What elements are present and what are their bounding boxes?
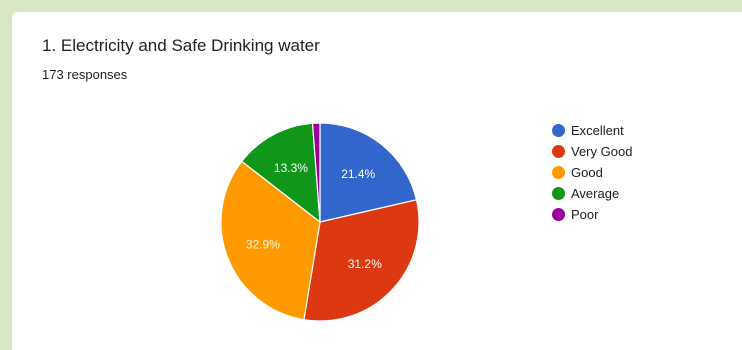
- pie-slice-poor[interactable]: [311, 122, 321, 223]
- legend-swatch: [552, 166, 565, 179]
- legend-item-good[interactable]: Good: [552, 162, 632, 183]
- pie-slice-average[interactable]: [240, 122, 321, 224]
- legend-label: Very Good: [571, 144, 633, 159]
- legend-label: Average: [571, 186, 620, 201]
- legend-label: Good: [571, 165, 603, 180]
- legend-label: Excellent: [571, 123, 624, 138]
- legend-item-average[interactable]: Average: [552, 183, 632, 204]
- legend-label: Poor: [571, 207, 599, 222]
- response-count: 173 responses: [42, 67, 128, 82]
- legend-item-poor[interactable]: Poor: [552, 204, 632, 225]
- pie-chart: 21.4% 31.2% 32.9% 13.3%: [220, 122, 420, 322]
- legend-item-excellent[interactable]: Excellent: [552, 120, 632, 141]
- legend-item-very-good[interactable]: Very Good: [552, 141, 632, 162]
- question-title: 1. Electricity and Safe Drinking water: [42, 36, 320, 55]
- pie-label-very-good: 31.2%: [348, 257, 382, 271]
- pie-slice-excellent[interactable]: [319, 122, 418, 223]
- pie-slice-good[interactable]: [220, 160, 321, 321]
- question-card: 1. Electricity and Safe Drinking water 1…: [12, 12, 742, 350]
- legend-swatch: [552, 187, 565, 200]
- pie-label-average: 13.3%: [274, 161, 308, 175]
- legend-swatch: [552, 145, 565, 158]
- legend-swatch: [552, 124, 565, 137]
- chart-legend: Excellent Very Good Good Average Poor: [552, 120, 632, 225]
- legend-swatch: [552, 208, 565, 221]
- pie-label-excellent: 21.4%: [341, 167, 375, 181]
- pie-slice-very-good[interactable]: [303, 199, 420, 322]
- pie-label-good: 32.9%: [246, 237, 280, 251]
